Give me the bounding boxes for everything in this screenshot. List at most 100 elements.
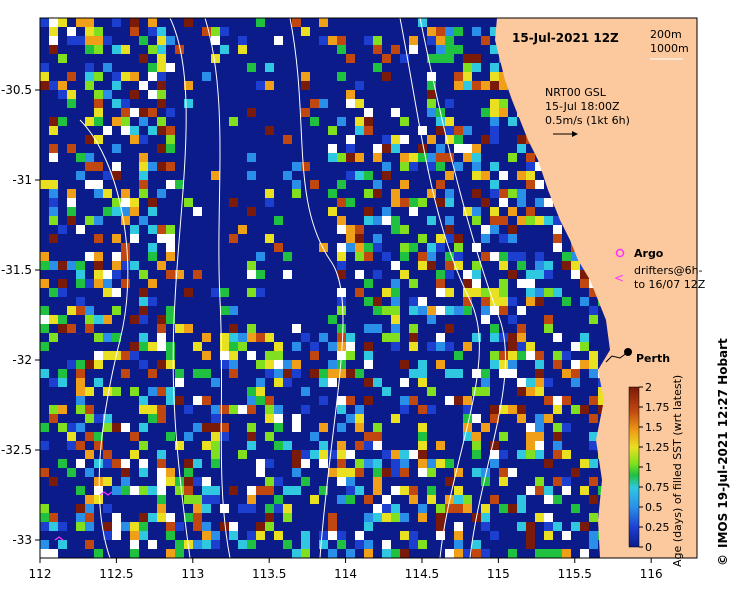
- sst-age-pixel: [319, 396, 328, 405]
- sst-age-pixel: [427, 81, 436, 90]
- sst-age-pixel: [166, 306, 175, 315]
- sst-age-pixel: [382, 216, 391, 225]
- sst-age-pixel: [589, 495, 598, 504]
- sst-age-pixel: [544, 522, 553, 531]
- sst-age-pixel: [76, 450, 85, 459]
- sst-age-pixel: [337, 441, 346, 450]
- sst-age-pixel: [580, 333, 589, 342]
- sst-age-pixel: [40, 468, 49, 477]
- sst-age-pixel: [283, 171, 292, 180]
- sst-age-pixel: [76, 171, 85, 180]
- sst-age-pixel: [490, 531, 499, 540]
- sst-age-pixel: [229, 342, 238, 351]
- sst-age-pixel: [49, 243, 58, 252]
- sst-age-pixel: [184, 288, 193, 297]
- sst-age-pixel: [355, 450, 364, 459]
- sst-age-pixel: [301, 486, 310, 495]
- sst-age-pixel: [175, 504, 184, 513]
- sst-age-pixel: [112, 279, 121, 288]
- sst-age-pixel: [346, 171, 355, 180]
- sst-age-pixel: [211, 351, 220, 360]
- sst-age-pixel: [301, 81, 310, 90]
- sst-age-pixel: [112, 72, 121, 81]
- sst-age-pixel: [265, 504, 274, 513]
- sst-age-pixel: [499, 450, 508, 459]
- sst-age-pixel: [490, 495, 499, 504]
- sst-age-pixel: [49, 18, 58, 27]
- sst-age-pixel: [454, 315, 463, 324]
- sst-age-pixel: [49, 405, 58, 414]
- sst-age-pixel: [562, 279, 571, 288]
- sst-age-pixel: [409, 261, 418, 270]
- sst-age-pixel: [157, 81, 166, 90]
- sst-age-pixel: [337, 486, 346, 495]
- sst-age-pixel: [139, 513, 148, 522]
- sst-age-pixel: [49, 333, 58, 342]
- sst-age-pixel: [49, 288, 58, 297]
- sst-age-pixel: [220, 396, 229, 405]
- sst-age-pixel: [589, 360, 598, 369]
- sst-age-pixel: [400, 513, 409, 522]
- sst-age-pixel: [382, 387, 391, 396]
- sst-age-pixel: [400, 405, 409, 414]
- sst-age-pixel: [166, 495, 175, 504]
- sst-age-pixel: [337, 243, 346, 252]
- sst-age-pixel: [139, 522, 148, 531]
- sst-age-pixel: [391, 288, 400, 297]
- sst-age-pixel: [355, 441, 364, 450]
- sst-age-pixel: [472, 459, 481, 468]
- sst-age-pixel: [364, 549, 373, 558]
- sst-age-pixel: [139, 180, 148, 189]
- sst-age-pixel: [310, 423, 319, 432]
- sst-age-pixel: [220, 504, 229, 513]
- sst-age-pixel: [391, 189, 400, 198]
- sst-age-pixel: [400, 162, 409, 171]
- sst-age-pixel: [103, 153, 112, 162]
- sst-age-pixel: [94, 252, 103, 261]
- sst-age-pixel: [175, 270, 184, 279]
- sst-age-pixel: [535, 342, 544, 351]
- sst-age-pixel: [481, 513, 490, 522]
- sst-age-pixel: [247, 324, 256, 333]
- sst-age-pixel: [85, 135, 94, 144]
- sst-age-pixel: [139, 405, 148, 414]
- sst-age-pixel: [319, 243, 328, 252]
- colorbar-tick-label: 0: [645, 541, 652, 554]
- sst-age-pixel: [436, 531, 445, 540]
- sst-age-pixel: [454, 369, 463, 378]
- sst-age-pixel: [436, 180, 445, 189]
- sst-age-pixel: [463, 54, 472, 63]
- sst-age-pixel: [76, 387, 85, 396]
- sst-age-pixel: [211, 414, 220, 423]
- sst-age-pixel: [112, 45, 121, 54]
- sst-age-pixel: [409, 243, 418, 252]
- sst-age-pixel: [130, 351, 139, 360]
- sst-age-pixel: [472, 450, 481, 459]
- sst-age-pixel: [562, 396, 571, 405]
- sst-age-pixel: [382, 144, 391, 153]
- sst-age-pixel: [481, 477, 490, 486]
- sst-age-pixel: [499, 513, 508, 522]
- sst-age-pixel: [157, 549, 166, 558]
- sst-age-pixel: [229, 117, 238, 126]
- sst-age-pixel: [517, 522, 526, 531]
- sst-age-pixel: [553, 351, 562, 360]
- sst-age-pixel: [445, 126, 454, 135]
- sst-age-pixel: [454, 144, 463, 153]
- sst-age-pixel: [355, 108, 364, 117]
- sst-age-pixel: [193, 504, 202, 513]
- sst-age-pixel: [166, 108, 175, 117]
- sst-age-pixel: [148, 540, 157, 549]
- sst-age-pixel: [445, 198, 454, 207]
- sst-age-pixel: [472, 162, 481, 171]
- sst-age-pixel: [526, 252, 535, 261]
- sst-age-pixel: [130, 342, 139, 351]
- sst-age-pixel: [247, 495, 256, 504]
- sst-age-pixel: [517, 513, 526, 522]
- sst-age-pixel: [391, 459, 400, 468]
- sst-age-pixel: [382, 54, 391, 63]
- sst-age-pixel: [400, 243, 409, 252]
- sst-age-pixel: [256, 189, 265, 198]
- sst-age-pixel: [481, 378, 490, 387]
- sst-age-pixel: [121, 423, 130, 432]
